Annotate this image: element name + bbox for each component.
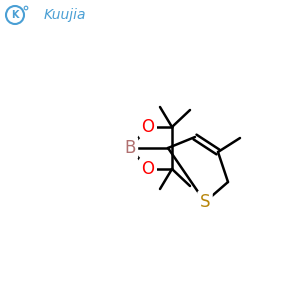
Text: O: O (142, 118, 154, 136)
Text: Kuujia: Kuujia (44, 8, 86, 22)
Text: S: S (200, 193, 210, 211)
Text: B: B (124, 139, 136, 157)
Text: K: K (11, 10, 19, 20)
Text: O: O (142, 160, 154, 178)
